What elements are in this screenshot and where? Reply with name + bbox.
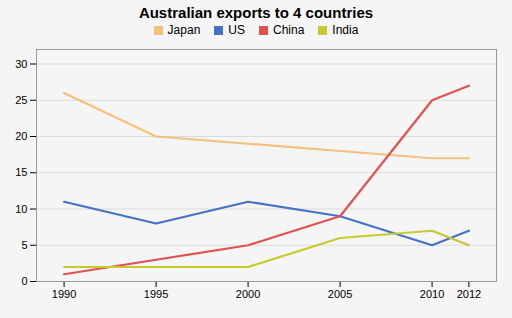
svg-text:1990: 1990	[52, 288, 76, 300]
svg-text:15: 15	[15, 166, 27, 178]
svg-text:30: 30	[15, 58, 27, 70]
html-text:Japan: Japan	[167, 23, 201, 37]
svg-text:20: 20	[15, 130, 27, 142]
html-text:Australian exports to 4 countr: Australian exports to 4 countries	[138, 4, 374, 21]
svg-text:2000: 2000	[236, 288, 260, 300]
svg-text:5: 5	[21, 239, 27, 251]
html-text:US: US	[228, 23, 245, 37]
svg-text:1995: 1995	[144, 288, 168, 300]
svg-text:2005: 2005	[328, 288, 352, 300]
svg-text:25: 25	[15, 94, 27, 106]
svg-text:0: 0	[21, 275, 27, 287]
html-text:India: India	[332, 23, 359, 37]
svg-text:2010: 2010	[420, 288, 444, 300]
html-text:China: China	[273, 23, 305, 37]
svg-text:2012: 2012	[457, 288, 481, 300]
svg-text:10: 10	[15, 203, 27, 215]
